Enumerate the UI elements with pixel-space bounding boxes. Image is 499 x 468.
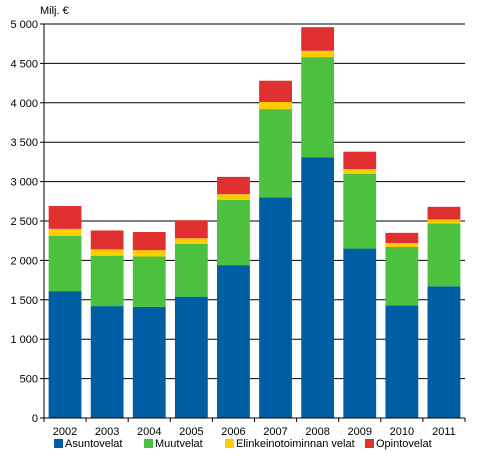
bar-segment <box>217 194 250 200</box>
bar-segment <box>48 235 82 292</box>
x-tick-label: 2005 <box>179 426 203 438</box>
bar-segment <box>385 243 419 248</box>
legend-swatch <box>225 439 234 448</box>
bar-segment <box>217 199 250 266</box>
y-tick-label: 0 <box>32 413 38 425</box>
bar-segment <box>48 291 82 418</box>
y-tick-label: 1 500 <box>10 295 38 307</box>
bar-segment <box>132 250 166 257</box>
bar-segment <box>90 255 124 307</box>
bar-segment <box>385 247 419 306</box>
bar-segment <box>427 206 461 220</box>
legend-label: Asuntovelat <box>65 438 122 450</box>
y-tick-label: 5 000 <box>10 19 38 31</box>
y-tick-labels: 0 500 1 000 1 500 2 000 2 500 3 000 3 500 4 000 4… <box>10 19 44 425</box>
bar-segment <box>301 57 335 158</box>
y-tick-label: 2 000 <box>10 255 38 267</box>
y-tick-label: 3 500 <box>10 137 38 149</box>
bar-segment <box>427 223 461 287</box>
x-tick-label: 2009 <box>348 426 372 438</box>
bar-segment <box>132 232 166 251</box>
bar-segment <box>259 109 292 198</box>
bar-segment <box>301 157 335 418</box>
bar-segment <box>90 249 124 256</box>
bar-segment <box>48 206 82 229</box>
x-tick-label: 2002 <box>53 426 77 438</box>
y-tick-label: 500 <box>20 374 38 386</box>
y-tick-label: 4 000 <box>10 98 38 110</box>
legend-swatch <box>365 439 374 448</box>
bar-segment <box>385 305 419 418</box>
legend-label: Opintovelat <box>376 438 432 450</box>
bar-segment <box>427 286 461 418</box>
bar-segment <box>259 197 292 418</box>
legend-label: Muutvelat <box>155 438 203 450</box>
bar-segment <box>132 306 166 418</box>
bar-segment <box>217 265 250 418</box>
bar-segment <box>301 27 335 51</box>
x-tick-label: 2011 <box>432 426 456 438</box>
bar-segment <box>174 220 208 239</box>
bar-segment <box>259 102 292 110</box>
x-tick-label: 2006 <box>221 426 245 438</box>
bar-segment <box>343 173 377 249</box>
bar-segment <box>90 306 124 418</box>
bar-segment <box>217 176 250 195</box>
legend-label: Elinkeinotoiminnan velat <box>236 438 355 450</box>
x-tick-label: 2010 <box>390 426 414 438</box>
x-tick-labels: 2002 2003 2004 2005 2006 2007 2008 2009 2010 2011 <box>43 418 466 438</box>
y-tick-label: 3 000 <box>10 177 38 189</box>
legend-swatch <box>144 439 153 448</box>
bars <box>48 27 461 418</box>
bar-segment <box>259 80 292 103</box>
bar-segment <box>301 50 335 58</box>
legend: Asuntovelat Muutvelat Elinkeinotoiminnan v… <box>54 438 432 450</box>
y-tick-label: 4 500 <box>10 58 38 70</box>
x-tick-label: 2004 <box>137 426 161 438</box>
bar-segment <box>174 238 208 244</box>
y-tick-label: 1 000 <box>10 334 38 346</box>
bar-segment <box>174 243 208 297</box>
bar-segment <box>385 232 419 244</box>
x-tick-label: 2007 <box>263 426 287 438</box>
bar-segment <box>343 168 377 174</box>
x-tick-label: 2003 <box>95 426 119 438</box>
bar-segment <box>90 230 124 250</box>
x-tick-label: 2008 <box>305 426 329 438</box>
bar-segment <box>48 228 82 236</box>
bar-segment <box>343 151 377 169</box>
bar-segment <box>343 248 377 418</box>
y-tick-label: 2 500 <box>10 216 38 228</box>
legend-swatch <box>54 439 63 448</box>
bar-segment <box>132 256 166 307</box>
y-axis-title: Milj. € <box>40 5 69 17</box>
bar-segment <box>174 296 208 418</box>
bar-segment <box>427 219 461 224</box>
